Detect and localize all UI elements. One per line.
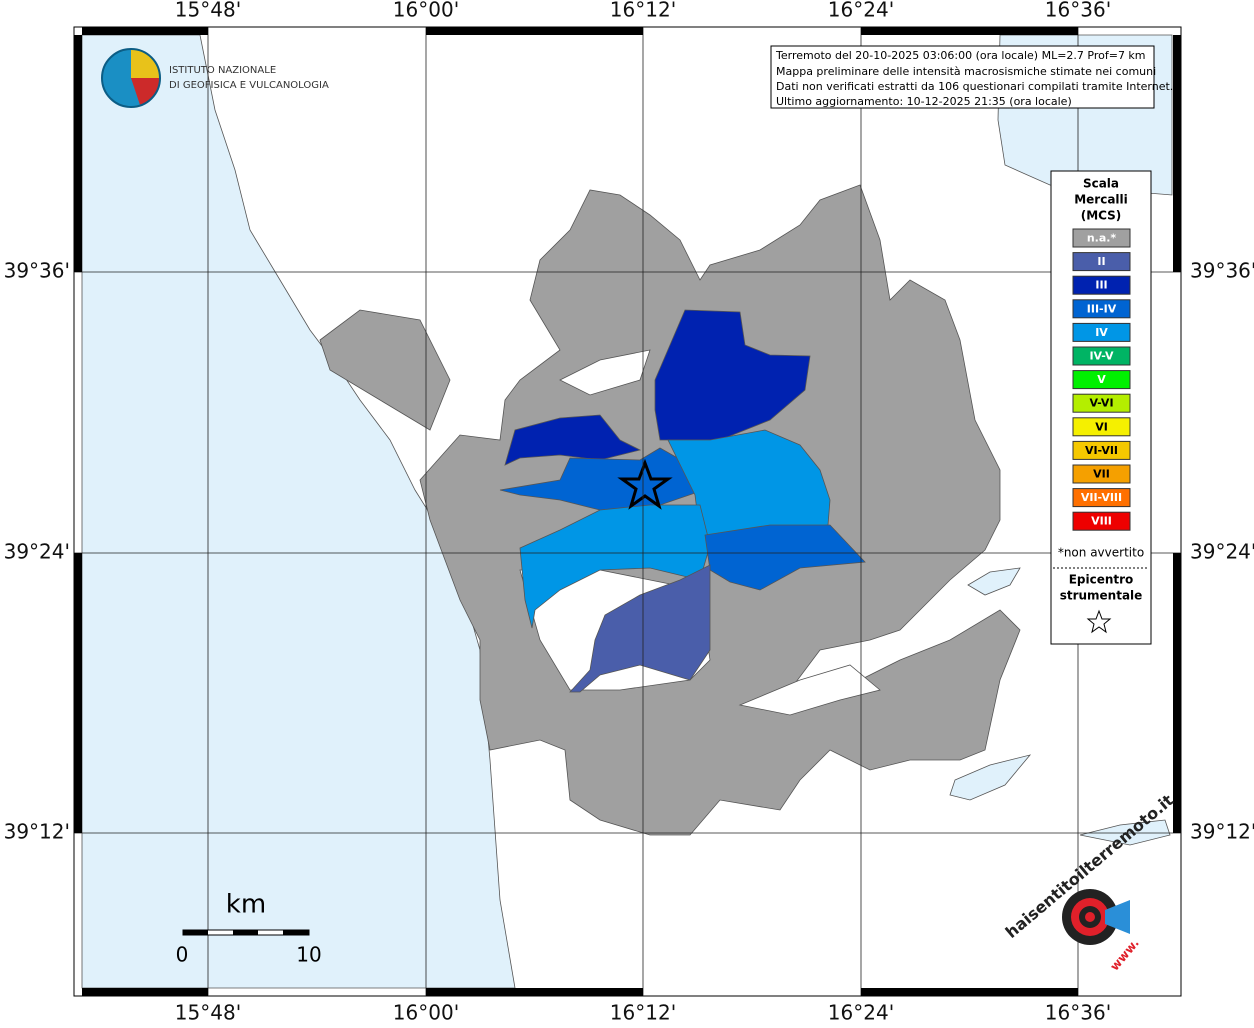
lat-label: 39°24' <box>4 540 70 564</box>
legend-label: n.a.* <box>1087 232 1117 245</box>
municipalities <box>319 184 1021 836</box>
info-line: Ultimo aggiornamento: 10-12-2025 21:35 (… <box>776 95 1072 108</box>
info-line: Terremoto del 20-10-2025 03:06:00 (ora l… <box>775 49 1146 62</box>
legend-star <box>1086 609 1112 634</box>
legend-label: VIII <box>1091 515 1112 528</box>
legend-swatch <box>1072 393 1131 413</box>
legend-label: III <box>1095 279 1107 292</box>
lat-label: 39°12' <box>1190 820 1254 844</box>
sea <box>81 34 1173 989</box>
legend-title: Scala <box>1083 177 1119 191</box>
lat-label: 39°12' <box>4 820 70 844</box>
logo-line: DI GEOFISICA E VULCANOLOGIA <box>169 80 329 91</box>
legend: Scala Mercalli (MCS) *non avvertito Epic… <box>1050 170 1152 645</box>
legend-swatch <box>1072 322 1131 342</box>
info-line: Dati non verificati estratti da 106 ques… <box>776 80 1173 93</box>
lat-label: 39°36' <box>1190 259 1254 283</box>
legend-note: *non avvertito <box>1058 546 1144 560</box>
coordinate-labels: 15°48' 15°48' 16°00' 16°00' 16°12' 16°12' 16°2… <box>4 0 1254 1025</box>
legend-title: (MCS) <box>1081 209 1122 223</box>
scale-unit: km <box>226 890 266 920</box>
legend-swatch <box>1072 370 1131 390</box>
legend-label: VII-VIII <box>1081 491 1122 504</box>
info-box: Terremoto del 20-10-2025 03:06:00 (ora l… <box>770 45 1173 109</box>
lon-label: 16°36' <box>1045 0 1111 22</box>
lon-label: 15°48' <box>175 1001 241 1025</box>
legend-swatch <box>1072 275 1131 295</box>
legend-label: III-IV <box>1087 302 1117 315</box>
legend-title: Mercalli <box>1074 193 1128 207</box>
epicenter-star <box>617 458 673 510</box>
scale-label: 0 <box>176 943 189 967</box>
legend-label: II <box>1097 255 1105 268</box>
scale-label: 10 <box>296 943 321 967</box>
legend-epicenter: strumentale <box>1060 589 1143 603</box>
ingv-logo: ISTITUTO NAZIONALE DI GEOFISICA E VULCAN… <box>101 48 329 108</box>
lat-label: 39°24' <box>1190 540 1254 564</box>
legend-label: IV-V <box>1089 350 1114 363</box>
legend-swatch <box>1072 417 1131 437</box>
legend-label: VII <box>1093 468 1110 481</box>
lon-label: 16°12' <box>610 0 676 22</box>
legend-swatch <box>1072 346 1131 366</box>
lon-label: 15°48' <box>175 0 241 22</box>
legend-epicenter: Epicentro <box>1069 573 1134 587</box>
legend-swatch <box>1072 511 1131 531</box>
legend-label: VI-VII <box>1085 444 1118 457</box>
frame-bands <box>74 27 1181 996</box>
logo-line: ISTITUTO NAZIONALE <box>169 65 276 76</box>
legend-label: IV <box>1095 326 1108 339</box>
legend-swatch <box>1072 488 1131 508</box>
legend-label: VI <box>1095 420 1108 433</box>
lon-label: 16°24' <box>828 0 894 22</box>
info-line: Mappa preliminare delle intensità macros… <box>776 65 1156 78</box>
legend-label: V-VI <box>1089 397 1113 410</box>
lon-label: 16°36' <box>1045 1001 1111 1025</box>
lon-label: 16°12' <box>610 1001 676 1025</box>
legend-swatch <box>1072 228 1131 248</box>
legend-label: V <box>1097 373 1106 386</box>
lon-label: 16°00' <box>393 0 459 22</box>
scale-bar: km 0 10 <box>176 890 322 967</box>
legend-swatch <box>1072 464 1131 484</box>
legend-swatch <box>1072 299 1131 319</box>
lon-label: 16°00' <box>393 1001 459 1025</box>
legend-swatch <box>1072 440 1131 460</box>
legend-swatch <box>1072 252 1131 272</box>
lon-label: 16°24' <box>828 1001 894 1025</box>
lat-label: 39°36' <box>4 259 70 283</box>
